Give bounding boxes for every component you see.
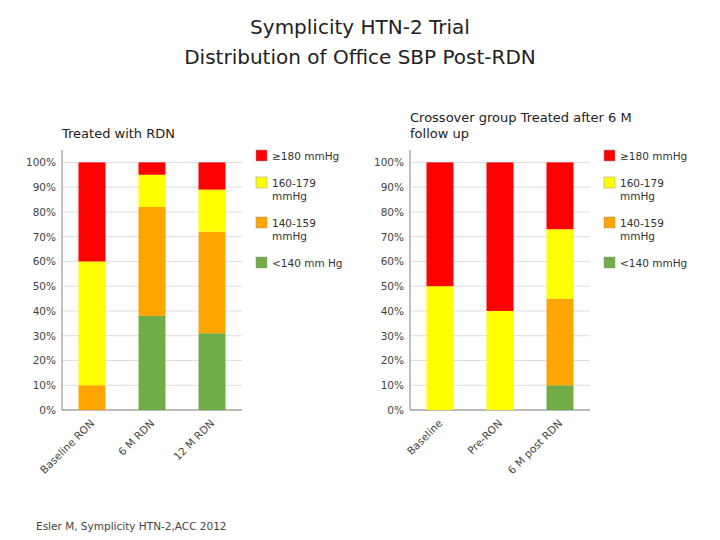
x-tick-label: Pre-RON [465,417,505,457]
y-tick-label: 0% [387,404,404,416]
bar-segment [139,316,166,410]
text-line: 160-179 [620,177,664,189]
y-tick-label: 70% [381,231,404,243]
legend-swatch [256,150,267,161]
text-line: mmHg [620,230,655,242]
legend-swatch [604,177,615,188]
y-tick-label: 60% [381,255,404,267]
panel-subtitle: Treated with RDN [61,126,175,141]
bar-segment [427,162,454,286]
x-tick-label: Baseline [404,417,444,457]
panel: Treated with RDN 0% 10% 20% 30% 40% 50% 60% 70% 8… [26,126,343,476]
y-tick-label: 30% [33,330,56,342]
bar-segment [547,299,574,386]
y-tick-label: 50% [33,280,56,292]
legend-swatch [604,257,615,268]
legend: ≥180 mmHg160-179mmHg140-159mmHg<140 mmHg [604,150,687,269]
legend-swatch [604,217,615,228]
bar-segment [139,207,166,316]
x-tick-label: 6 M RDN [116,417,157,458]
text-line: Treated with RDN [61,126,175,141]
legend-swatch [256,177,267,188]
bar-segment [139,175,166,207]
bar-segment [547,385,574,410]
bar-segment [199,162,226,189]
x-tick-label: 6 M post RDN [505,417,564,476]
legend-swatch [256,217,267,228]
title-line-2: Distribution of Office SBP Post-RDN [184,45,536,69]
y-tick-label: 80% [381,206,404,218]
y-tick-label: 20% [33,354,56,366]
text-line: <140 mm Hg [272,257,343,269]
legend: ≥180 mmHg160-179mmHg140-159mmHg<140 mm H… [256,150,343,269]
y-tick-label: 90% [381,181,404,193]
bar-segment [79,162,106,261]
y-tick-label: 10% [381,379,404,391]
y-tick-label: 100% [26,156,56,168]
y-axis-line [410,150,411,410]
panel-subtitle: Crossover group Treated after 6 Mfollow … [410,110,632,141]
bar-segment [79,385,106,410]
text-line: Crossover group Treated after 6 M [410,110,632,125]
bar-segment [547,229,574,298]
bar-segment [199,232,226,334]
bars [79,162,226,410]
legend-label: ≥180 mmHg [272,150,339,162]
text-line: ≥180 mmHg [620,150,687,162]
y-tick-label: 30% [381,330,404,342]
y-tick-label: 90% [33,181,56,193]
legend-label: 160-179mmHg [272,177,316,202]
text-line: mmHg [620,190,655,202]
text-line: 160-179 [272,177,316,189]
bar-segment [139,162,166,174]
legend-label: <140 mm Hg [272,257,343,269]
legend-swatch [604,150,615,161]
legend-swatch [256,257,267,268]
y-axis-line [62,150,63,410]
bar-segment [427,286,454,410]
bars [427,162,574,410]
title: Symplicity HTN-2 Trial [250,15,470,39]
y-tick-label: 40% [381,305,404,317]
text-line: mmHg [272,230,307,242]
y-tick-label: 10% [33,379,56,391]
legend-label: 140-159mmHg [620,217,664,242]
legend-label: <140 mmHg [620,257,687,269]
footer: Esler M, Symplicity HTN-2,ACC 2012 [36,520,227,532]
legend-label: ≥180 mmHg [620,150,687,162]
text-line: <140 mmHg [620,257,687,269]
y-tick-label: 70% [33,231,56,243]
background [0,0,720,540]
x-tick-label: Baseline RON [38,417,97,476]
legend-label: 160-179mmHg [620,177,664,202]
y-tick-label: 60% [33,255,56,267]
bar-segment [487,162,514,311]
y-tick-label: 20% [381,354,404,366]
bar-segment [199,190,226,232]
y-tick-label: 100% [374,156,404,168]
y-tick-label: 80% [33,206,56,218]
text-line: follow up [410,126,469,141]
bar-segment [547,162,574,229]
text-line: 140-159 [620,217,664,229]
panel: Crossover group Treated after 6 Mfollow … [374,110,687,476]
text-line: 140-159 [272,217,316,229]
text-line: ≥180 mmHg [272,150,339,162]
legend-label: 140-159mmHg [272,217,316,242]
bar-segment [79,261,106,385]
x-tick-label: 12 M RDN [171,417,216,462]
y-tick-label: 0% [39,404,56,416]
y-tick-label: 40% [33,305,56,317]
chart-root: Symplicity HTN-2 Trial Distribution of Of… [0,0,720,540]
y-tick-label: 50% [381,280,404,292]
bar-segment [199,333,226,410]
text-line: mmHg [272,190,307,202]
bar-segment [487,311,514,410]
